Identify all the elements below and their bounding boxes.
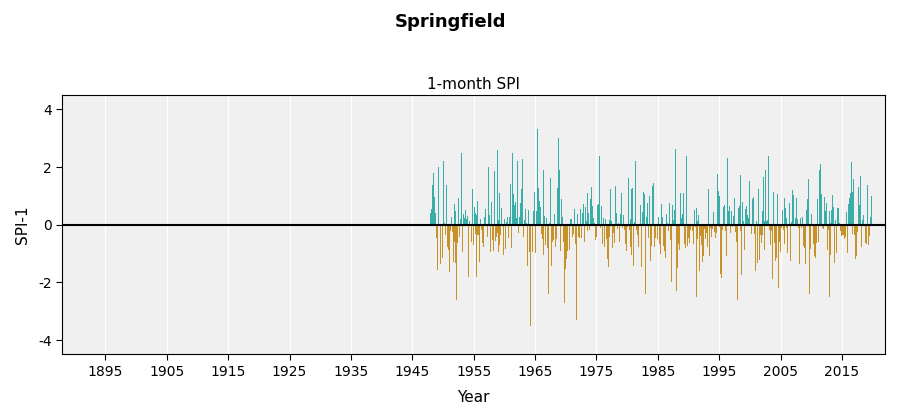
Y-axis label: SPI-1: SPI-1 (15, 205, 30, 244)
Title: 1-month SPI: 1-month SPI (428, 77, 520, 92)
Text: Springfield: Springfield (394, 13, 506, 31)
X-axis label: Year: Year (457, 390, 490, 405)
